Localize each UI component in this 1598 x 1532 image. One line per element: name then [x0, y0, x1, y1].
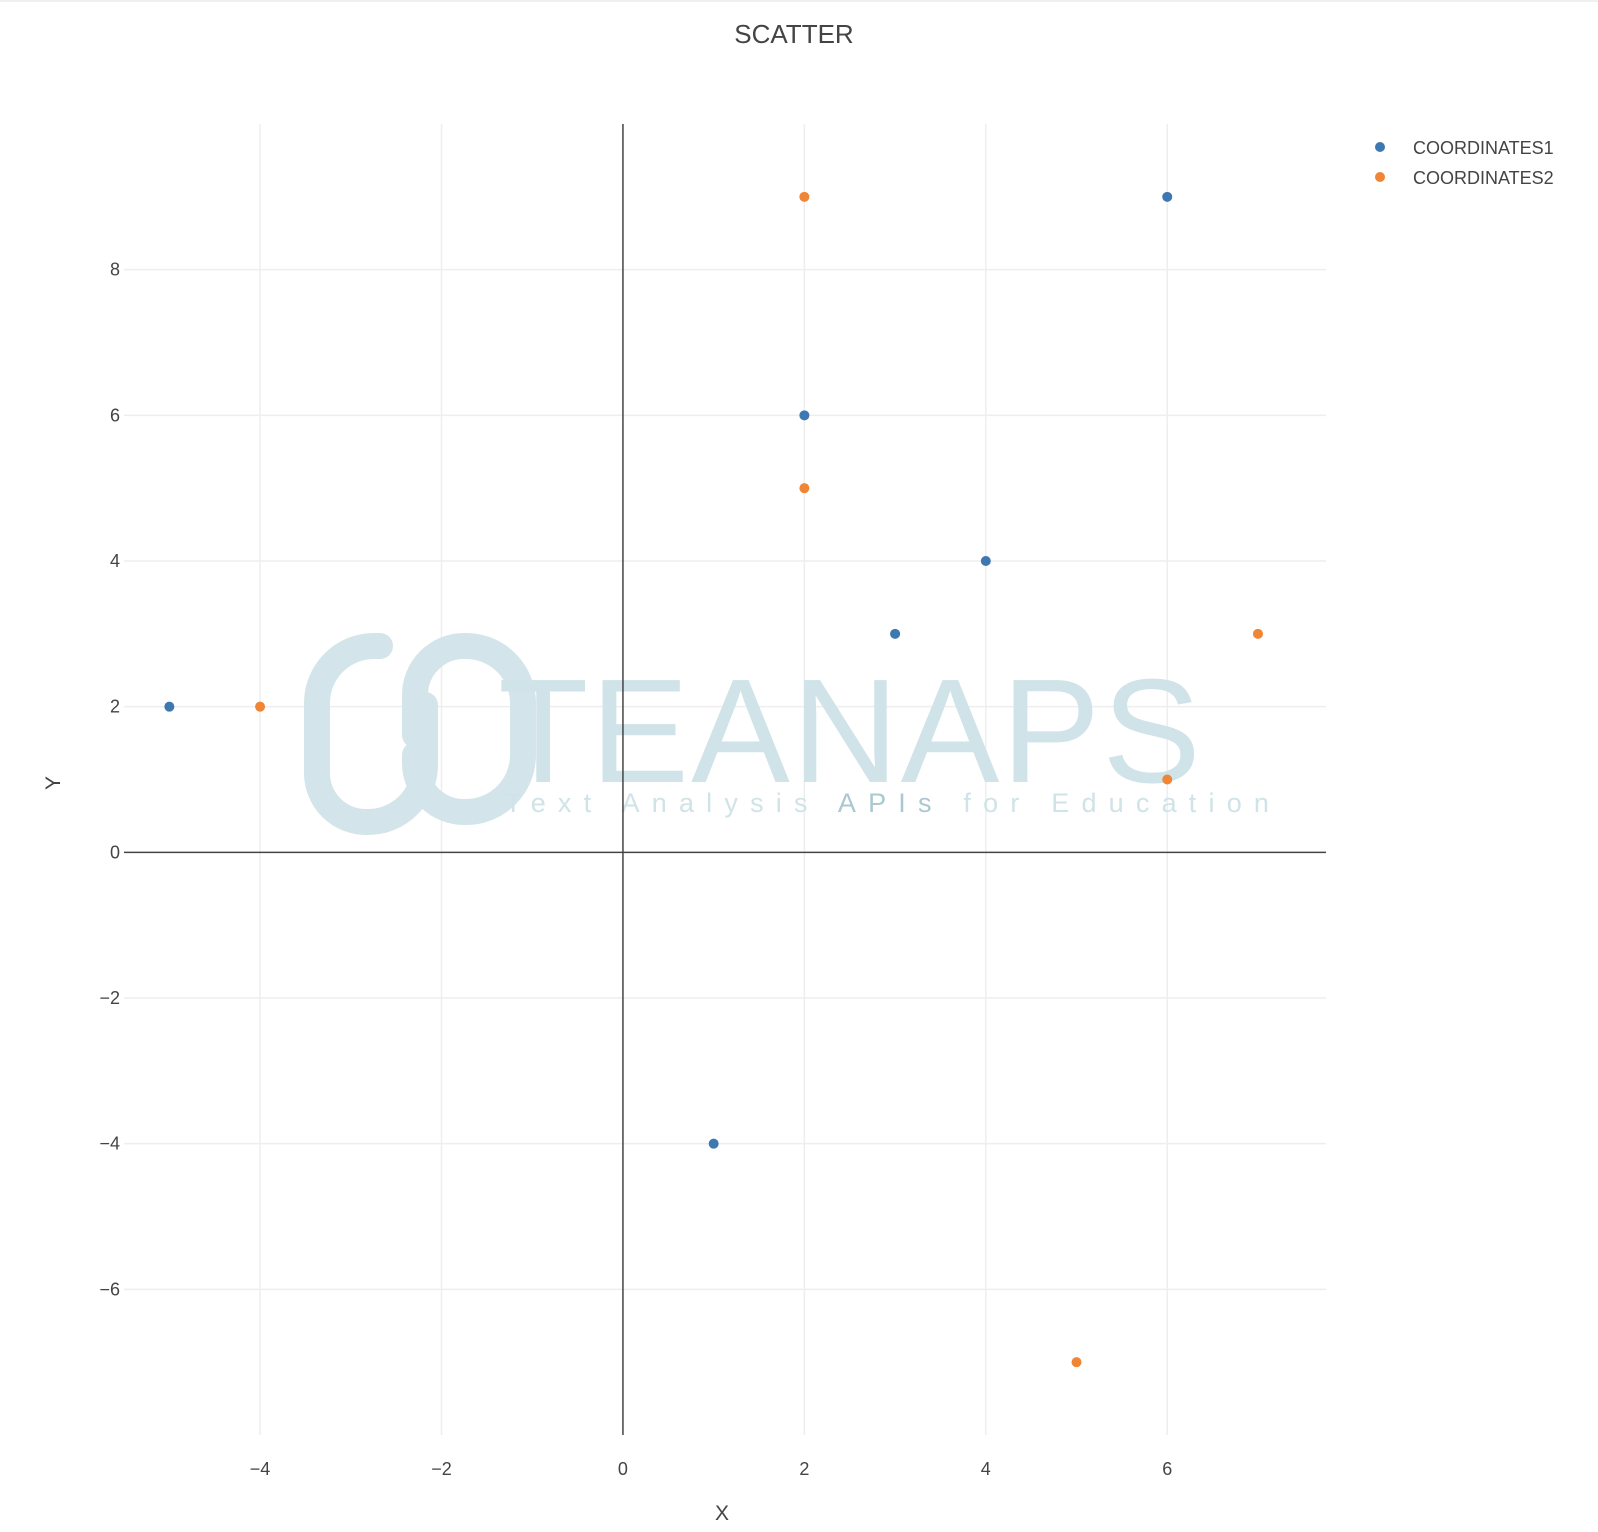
legend-marker-coordinates2	[1375, 172, 1385, 182]
legend: COORDINATES1 COORDINATES2	[1375, 138, 1554, 188]
y-tick-label: −6	[99, 1279, 120, 1299]
x-tick-label: 2	[799, 1459, 809, 1479]
watermark-logo-icon	[304, 633, 536, 835]
x-tick-label: 0	[618, 1459, 628, 1479]
series-coordinates1	[164, 191, 1173, 1149]
data-point[interactable]	[799, 483, 810, 494]
data-point[interactable]	[1162, 774, 1173, 785]
legend-item-coordinates2[interactable]: COORDINATES2	[1375, 168, 1554, 188]
data-point[interactable]	[164, 701, 175, 712]
watermark-brand: TEANAPS	[498, 649, 1203, 814]
data-points	[164, 191, 1263, 1368]
legend-label-coordinates2: COORDINATES2	[1413, 168, 1554, 188]
data-point[interactable]	[890, 628, 901, 639]
legend-item-coordinates1[interactable]: COORDINATES1	[1375, 138, 1554, 158]
chart-title: SCATTER	[734, 19, 853, 49]
x-axis-title: X	[715, 1502, 729, 1525]
watermark: TEANAPS Text Analysis APIs for Education	[304, 633, 1281, 835]
y-tick-label: 4	[110, 551, 120, 571]
series-coordinates2	[255, 191, 1263, 1368]
data-point[interactable]	[708, 1138, 719, 1149]
y-tick-label: 8	[110, 260, 120, 280]
data-point[interactable]	[1252, 628, 1263, 639]
x-tick-label: 6	[1162, 1459, 1172, 1479]
x-tick-label: 4	[981, 1459, 991, 1479]
tick-labels: −4 −2 0 2 4 6 −6 −4 −2 0 2 4 6 8	[99, 260, 1172, 1479]
data-point[interactable]	[799, 191, 810, 202]
y-tick-label: −4	[99, 1134, 120, 1154]
y-tick-label: 6	[110, 405, 120, 425]
x-tick-label: −2	[431, 1459, 452, 1479]
watermark-tagline: Text Analysis APIs for Education	[505, 788, 1281, 818]
y-tick-label: 2	[110, 697, 120, 717]
legend-marker-coordinates1	[1375, 142, 1385, 152]
data-point[interactable]	[980, 556, 991, 566]
y-tick-label: −2	[99, 988, 120, 1008]
legend-label-coordinates1: COORDINATES1	[1413, 138, 1554, 158]
data-point[interactable]	[1162, 191, 1173, 202]
x-tick-label: −4	[250, 1459, 271, 1479]
zero-lines	[124, 124, 1326, 1435]
y-axis-title: Y	[42, 776, 65, 790]
data-point[interactable]	[799, 410, 810, 421]
data-point[interactable]	[255, 701, 266, 712]
data-point[interactable]	[1071, 1357, 1082, 1368]
y-tick-label: 0	[110, 842, 120, 862]
